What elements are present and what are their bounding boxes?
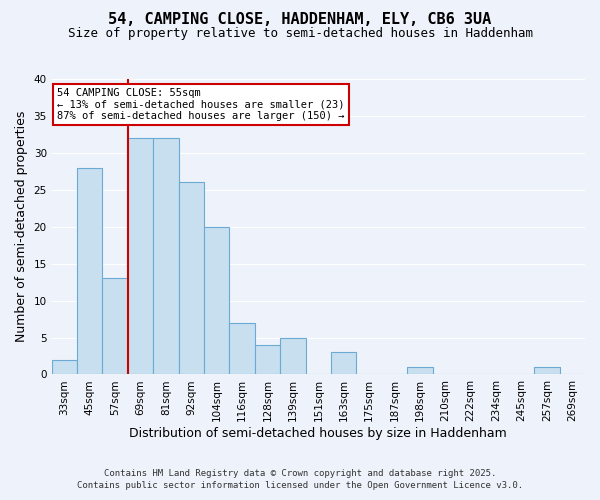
Bar [179,182,204,374]
Text: 54 CAMPING CLOSE: 55sqm
← 13% of semi-detached houses are smaller (23)
87% of se: 54 CAMPING CLOSE: 55sqm ← 13% of semi-de… [57,88,344,121]
Text: Contains HM Land Registry data © Crown copyright and database right 2025.
Contai: Contains HM Land Registry data © Crown c… [77,468,523,490]
Bar [280,338,305,374]
Text: Size of property relative to semi-detached houses in Haddenham: Size of property relative to semi-detach… [67,28,533,40]
X-axis label: Distribution of semi-detached houses by size in Haddenham: Distribution of semi-detached houses by … [130,427,507,440]
Bar [153,138,179,374]
Bar [77,168,103,374]
Bar [407,367,433,374]
Bar [255,345,280,374]
Text: 54, CAMPING CLOSE, HADDENHAM, ELY, CB6 3UA: 54, CAMPING CLOSE, HADDENHAM, ELY, CB6 3… [109,12,491,28]
Bar [103,278,128,374]
Bar [534,367,560,374]
Bar [331,352,356,374]
Bar [229,323,255,374]
Bar [128,138,153,374]
Y-axis label: Number of semi-detached properties: Number of semi-detached properties [15,111,28,342]
Bar [52,360,77,374]
Bar [204,226,229,374]
